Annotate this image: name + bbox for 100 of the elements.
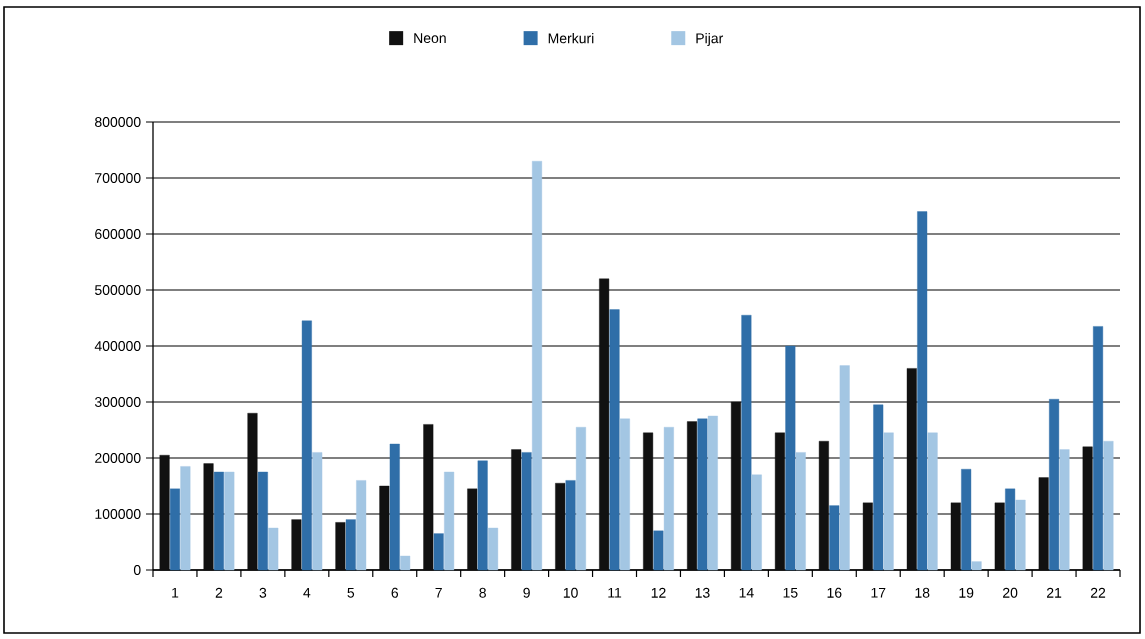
bar xyxy=(839,365,850,571)
bar xyxy=(400,555,411,571)
x-tick-label: 18 xyxy=(915,587,930,598)
bar xyxy=(159,455,170,571)
bar xyxy=(203,463,214,571)
bar xyxy=(599,278,610,571)
y-tick-label: 800000 xyxy=(95,117,141,127)
x-tick-label: 21 xyxy=(1047,587,1062,598)
bar xyxy=(444,471,455,571)
bar xyxy=(268,527,279,571)
legend-label: Neon xyxy=(414,33,446,44)
bar xyxy=(961,469,972,571)
bar xyxy=(1103,441,1114,571)
bar xyxy=(477,460,488,571)
x-tick-label: 19 xyxy=(959,587,974,598)
x-tick-label: 10 xyxy=(563,587,578,598)
bar xyxy=(741,315,752,571)
bar xyxy=(257,471,268,571)
bar xyxy=(643,432,654,571)
bar xyxy=(862,502,873,571)
x-tick-label: 12 xyxy=(651,587,666,598)
bar xyxy=(927,432,938,571)
bar xyxy=(1005,488,1016,571)
bar xyxy=(389,443,400,571)
bar xyxy=(883,432,894,571)
bar xyxy=(653,530,664,571)
x-tick-label: 14 xyxy=(739,587,754,598)
bar xyxy=(467,488,478,571)
bar xyxy=(994,502,1005,571)
bar xyxy=(180,466,191,571)
legend-label: Pijar xyxy=(696,33,724,47)
bar xyxy=(224,471,235,571)
x-tick-label: 16 xyxy=(827,587,842,598)
bar xyxy=(619,418,630,571)
bar xyxy=(423,424,434,571)
bar xyxy=(906,368,917,571)
bar xyxy=(1038,477,1049,571)
x-tick-label: 5 xyxy=(347,587,355,598)
y-tick-label: 300000 xyxy=(94,397,141,407)
bar xyxy=(663,427,674,571)
x-tick-label: 2 xyxy=(215,587,223,598)
bar xyxy=(312,452,323,571)
bar xyxy=(917,211,928,571)
y-tick-label: 100000 xyxy=(95,509,141,519)
bar xyxy=(379,485,390,571)
bar xyxy=(335,522,346,571)
y-tick-label: 200000 xyxy=(95,453,141,463)
x-tick-label: 3 xyxy=(259,587,267,598)
bar xyxy=(697,418,708,571)
bar xyxy=(1059,449,1070,571)
bar xyxy=(829,505,840,571)
x-tick-label: 7 xyxy=(435,587,442,598)
bar xyxy=(1082,446,1093,571)
bar xyxy=(575,427,586,571)
x-tick-label: 6 xyxy=(391,587,399,598)
x-tick-label: 4 xyxy=(303,587,311,598)
x-tick-label: 17 xyxy=(871,587,886,598)
x-tick-label: 1 xyxy=(172,587,179,598)
x-tick-label: 20 xyxy=(1003,587,1018,598)
x-tick-label: 22 xyxy=(1090,587,1106,598)
legend-label: Merkuri xyxy=(548,33,594,44)
bar xyxy=(521,452,532,571)
bar xyxy=(532,161,543,571)
bar xyxy=(488,527,499,571)
bar xyxy=(1049,399,1060,571)
bar xyxy=(707,415,718,571)
bar xyxy=(213,471,224,571)
bar xyxy=(247,413,258,571)
bar xyxy=(785,345,796,571)
bar xyxy=(356,480,367,571)
bar xyxy=(1015,499,1026,571)
x-tick-label: 15 xyxy=(783,587,798,598)
bar xyxy=(301,320,312,571)
bar xyxy=(873,404,884,571)
bar xyxy=(609,309,620,571)
bar xyxy=(433,533,444,571)
y-tick-label: 500000 xyxy=(94,285,141,295)
y-tick-label: 0 xyxy=(133,565,141,575)
bar xyxy=(971,561,982,571)
y-tick-label: 700000 xyxy=(95,173,141,183)
y-tick-label: 600000 xyxy=(95,229,141,239)
bar xyxy=(950,502,961,571)
x-tick-label: 9 xyxy=(523,587,530,598)
bar xyxy=(555,483,566,571)
bar xyxy=(774,432,785,571)
bar xyxy=(751,474,762,571)
bar xyxy=(687,421,698,571)
x-tick-label: 8 xyxy=(479,587,486,598)
bar xyxy=(1093,326,1104,571)
y-tick-label: 400000 xyxy=(94,341,141,351)
bar xyxy=(730,401,741,571)
bar xyxy=(511,449,522,571)
bar xyxy=(291,519,302,571)
bar xyxy=(345,519,356,571)
bar xyxy=(169,488,180,571)
x-tick-label: 13 xyxy=(695,587,710,598)
x-tick-label: 11 xyxy=(608,587,622,598)
bar xyxy=(565,480,576,571)
bar xyxy=(795,452,806,571)
bar xyxy=(818,441,829,571)
